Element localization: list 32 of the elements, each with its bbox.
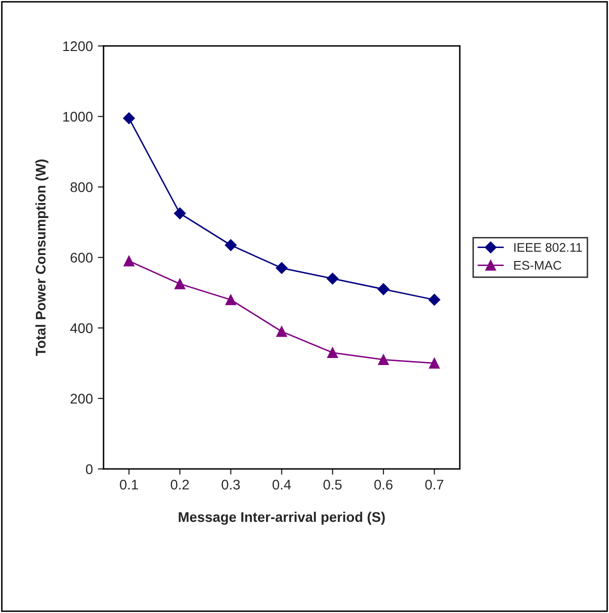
y-tick-label: 200 — [70, 394, 93, 404]
point — [276, 326, 288, 337]
point — [225, 294, 236, 306]
point — [123, 112, 135, 124]
x-tick-label: 0.5 — [323, 480, 342, 490]
point — [378, 354, 389, 366]
point — [327, 347, 338, 358]
y-tick-label: 1000 — [63, 112, 93, 122]
point — [224, 239, 237, 252]
x-tick-label: 0.4 — [272, 480, 291, 490]
point — [428, 294, 440, 306]
point — [124, 256, 134, 266]
y-tick-label: 1200 — [63, 41, 93, 52]
x-tick-label: 0.1 — [120, 480, 138, 490]
y-tick-label: 800 — [70, 182, 93, 192]
legend-label: ES-MAC — [514, 260, 562, 270]
point — [276, 262, 288, 274]
x-tick-label: 0.3 — [222, 480, 240, 490]
x-tick-label: 0.2 — [170, 480, 189, 490]
x-tick-label: 0.7 — [425, 480, 444, 490]
x-tick-label: 0.6 — [374, 480, 392, 490]
point — [174, 278, 186, 290]
point — [326, 272, 338, 285]
point — [174, 207, 186, 220]
y-tick-label: 600 — [70, 252, 93, 263]
legend-label: IEEE 802.11 — [514, 243, 582, 252]
point — [428, 358, 440, 369]
y-tick-label: 400 — [70, 323, 93, 334]
y-axis-title: Total Power Consumption (W) — [35, 160, 48, 356]
point — [378, 283, 390, 296]
y-tick-label: 0 — [86, 464, 93, 474]
x-axis-title: Message Inter-arrival period (S) — [178, 512, 385, 525]
